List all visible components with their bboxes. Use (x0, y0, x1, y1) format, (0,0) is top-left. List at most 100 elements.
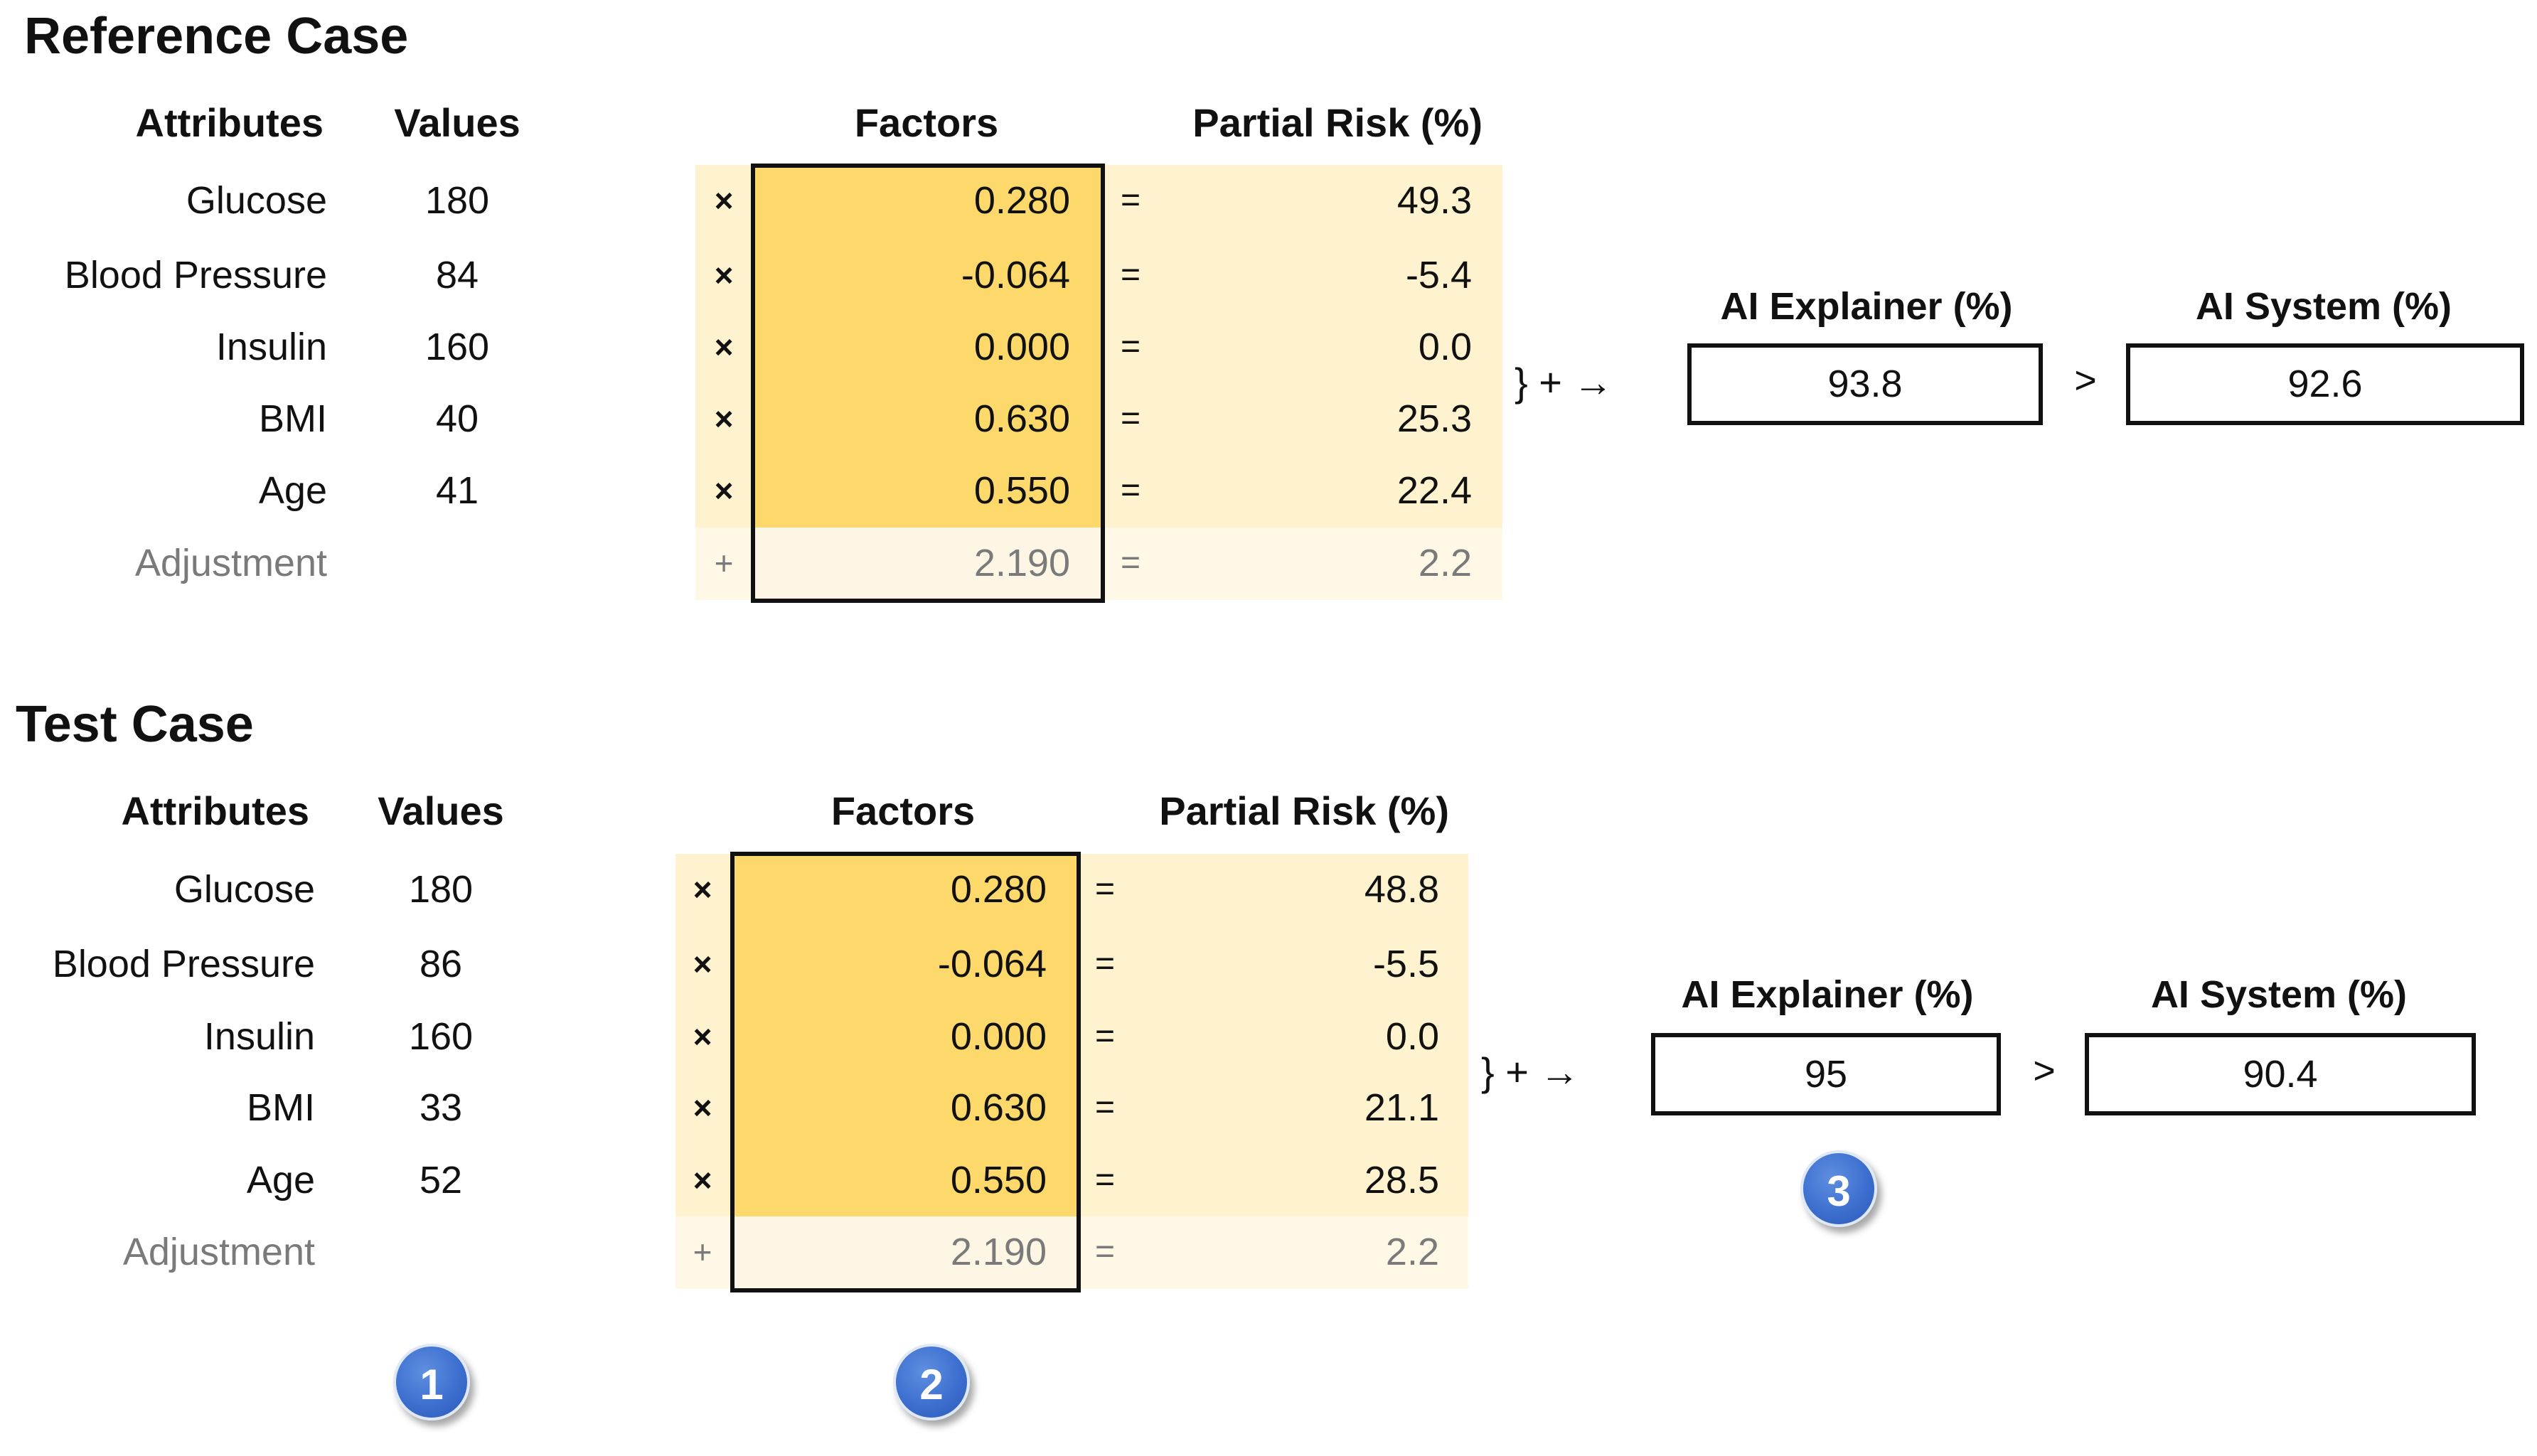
attribute-value: 160 (424, 326, 490, 368)
ai-system-header: AI System (%) (2150, 973, 2408, 1016)
step-marker-2: 2 (893, 1344, 970, 1420)
partial-risk-value: 0.0 (1418, 326, 1472, 368)
factor-value: 0.000 (973, 326, 1070, 368)
factors-column-box (730, 852, 1081, 1292)
factors-header: Factors (854, 100, 999, 145)
factor-value: 0.630 (950, 1086, 1047, 1129)
attributes-header: Attributes (135, 100, 324, 145)
ai-explainer-header: AI Explainer (%) (1720, 285, 2013, 328)
multiply-operator: × (693, 1162, 712, 1199)
equals-operator: = (1120, 400, 1141, 437)
factor-value: 0.000 (950, 1015, 1047, 1058)
adjustment-risk: 2.2 (1418, 542, 1472, 584)
factor-adjustment-fill (732, 1216, 1077, 1289)
attributes-header: Attributes (121, 788, 309, 833)
equals-operator: = (1120, 328, 1141, 365)
equals-operator: = (1094, 945, 1116, 983)
ai-system-value: 90.4 (2085, 1033, 2476, 1115)
multiply-operator: × (693, 871, 712, 908)
multiply-operator: × (714, 400, 734, 437)
ai-explainer-value: 93.8 (1687, 343, 2043, 425)
factor-value: 0.280 (973, 179, 1070, 222)
adjustment-factor: 2.190 (973, 542, 1070, 584)
comparison-operator: > (2074, 359, 2097, 402)
attribute-label: Insulin (215, 326, 327, 368)
equals-operator: = (1094, 1017, 1116, 1055)
factors-header: Factors (830, 788, 976, 833)
attribute-value: 52 (419, 1159, 463, 1201)
partial-risk-value: -5.4 (1405, 254, 1472, 296)
partial-risk-value: 25.3 (1396, 397, 1472, 440)
factor-adjustment-fill (752, 528, 1101, 600)
attribute-value: 86 (419, 943, 463, 985)
factors-highlight (732, 854, 1077, 1216)
factor-value: 0.550 (973, 469, 1070, 512)
attribute-label: Age (246, 1159, 315, 1201)
attribute-value: 180 (408, 868, 474, 911)
partial-risk-value: 22.4 (1396, 469, 1472, 512)
section-title: Test Case (16, 696, 254, 753)
multiply-operator: × (714, 257, 734, 294)
multiply-operator: × (693, 1089, 712, 1126)
partial-risk-header: Partial Risk (%) (1159, 788, 1449, 833)
comparison-operator: > (2033, 1049, 2056, 1092)
equals-operator: = (1120, 181, 1141, 219)
values-header: Values (378, 788, 504, 833)
attribute-label: Blood Pressure (64, 254, 327, 296)
ai-system-value: 92.6 (2126, 343, 2524, 425)
test-case-section: Test Case Attributes Values Factors Part… (0, 688, 2537, 1385)
attribute-label: Blood Pressure (52, 943, 315, 985)
factors-column-box (751, 164, 1105, 603)
attribute-label: Glucose (186, 179, 327, 222)
partial-risk-value: 21.1 (1364, 1086, 1439, 1129)
factor-value: -0.064 (937, 943, 1047, 985)
attribute-value: 33 (419, 1086, 463, 1129)
equals-operator: = (1120, 256, 1141, 294)
adjustment-risk: 2.2 (1385, 1231, 1439, 1273)
factor-value: -0.064 (961, 254, 1070, 296)
plus-operator: + (714, 545, 734, 582)
equals-operator: = (1094, 1088, 1116, 1126)
section-title: Reference Case (24, 8, 409, 65)
ai-explainer-header: AI Explainer (%) (1681, 973, 1974, 1016)
ai-system-header: AI System (%) (2195, 285, 2452, 328)
attribute-label: BMI (246, 1086, 315, 1129)
multiply-operator: × (714, 472, 734, 509)
equals-operator: = (1094, 1161, 1116, 1199)
values-header: Values (394, 100, 520, 145)
partial-risk-value: 28.5 (1364, 1159, 1439, 1201)
adjustment-factor: 2.190 (950, 1231, 1047, 1273)
attribute-value: 160 (408, 1015, 474, 1058)
attribute-value: 40 (435, 397, 479, 440)
attribute-label: Insulin (203, 1015, 315, 1058)
attribute-label: BMI (258, 397, 327, 440)
partial-risk-value: 49.3 (1396, 179, 1472, 222)
partial-risk-value: 0.0 (1385, 1015, 1439, 1058)
attribute-value: 84 (435, 254, 479, 296)
equals-operator: = (1120, 544, 1141, 582)
attribute-label: Age (258, 469, 327, 512)
plus-operator: + (693, 1233, 712, 1270)
attribute-value: 180 (424, 179, 490, 222)
step-marker-3: 3 (1800, 1150, 1877, 1227)
sum-operator: } + → (1515, 360, 1613, 405)
factor-value: 0.280 (950, 868, 1047, 911)
equals-operator: = (1094, 870, 1116, 908)
partial-risk-value: 48.8 (1364, 868, 1439, 911)
adjustment-label: Adjustment (122, 1231, 315, 1273)
equals-operator: = (1094, 1233, 1116, 1270)
factor-value: 0.630 (973, 397, 1070, 440)
step-marker-1: 1 (393, 1344, 470, 1420)
sum-operator: } + → (1481, 1049, 1580, 1094)
multiply-operator: × (714, 328, 734, 365)
multiply-operator: × (693, 1018, 712, 1055)
multiply-operator: × (714, 182, 734, 219)
reference-case-section: Reference Case Attributes Values Factors… (0, 0, 2537, 697)
attribute-label: Glucose (173, 868, 315, 911)
attribute-value: 41 (435, 469, 479, 512)
adjustment-label: Adjustment (134, 542, 327, 584)
equals-operator: = (1120, 471, 1141, 509)
factor-value: 0.550 (950, 1159, 1047, 1201)
factors-highlight (752, 165, 1101, 528)
partial-risk-header: Partial Risk (%) (1192, 100, 1483, 145)
